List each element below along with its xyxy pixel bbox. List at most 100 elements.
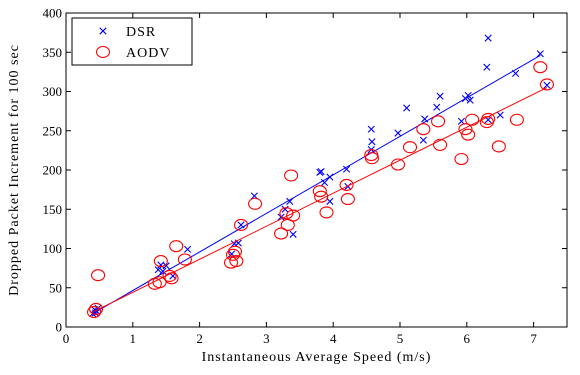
y-tick-label: 50 <box>49 280 62 295</box>
y-tick-label: 300 <box>43 84 63 99</box>
data-point <box>225 248 241 261</box>
x-stroke <box>281 205 289 213</box>
x-stroke <box>419 136 427 144</box>
y-tick-label: 200 <box>43 163 63 178</box>
data-point <box>433 138 448 151</box>
data-point <box>326 197 334 205</box>
x-stroke <box>511 69 520 78</box>
x-stroke <box>368 138 376 146</box>
x-axis-label: Instantaneous Average Speed (m/s) <box>202 350 432 365</box>
x-tick-label: 7 <box>530 331 537 346</box>
x-tick-label: 1 <box>130 331 137 346</box>
data-point <box>314 190 329 203</box>
x-stroke <box>326 197 334 205</box>
data-point <box>162 262 170 270</box>
data-point <box>511 69 520 78</box>
x-stroke <box>91 309 99 317</box>
x-stroke <box>483 63 491 71</box>
data-point <box>543 81 551 89</box>
x-stroke <box>457 117 466 125</box>
data-point <box>421 115 429 123</box>
legend: DSR AODV <box>71 17 193 66</box>
data-point <box>466 96 474 104</box>
data-point <box>394 129 402 137</box>
x-stroke <box>320 178 329 187</box>
data-point <box>281 205 289 213</box>
x-tick-label: 5 <box>397 331 404 346</box>
x-stroke <box>286 197 294 205</box>
x-stroke <box>183 245 192 253</box>
legend-x-glyph <box>99 27 107 35</box>
data-point <box>247 197 263 210</box>
x-stroke <box>403 104 411 112</box>
data-point <box>233 218 249 231</box>
data-point <box>286 197 294 205</box>
data-point <box>403 104 411 112</box>
data-point <box>284 169 299 182</box>
x-stroke <box>433 103 441 111</box>
data-point <box>533 61 548 74</box>
x-stroke <box>466 96 474 104</box>
data-point <box>89 302 104 315</box>
y-tick-label: 350 <box>43 45 63 60</box>
data-point <box>340 192 355 206</box>
data-point <box>339 178 354 191</box>
data-point <box>390 158 406 171</box>
data-point <box>481 112 496 126</box>
x-stroke <box>342 165 351 173</box>
series-aodv <box>87 61 555 319</box>
data-point <box>162 269 177 283</box>
x-stroke <box>543 81 551 89</box>
legend-dsr-label: DSR <box>126 25 156 40</box>
legend-aodv-circle-marker <box>95 45 111 59</box>
x-stroke <box>484 34 492 42</box>
data-point <box>319 206 334 219</box>
data-point <box>237 221 245 229</box>
x-stroke <box>99 27 107 35</box>
data-point <box>433 103 441 111</box>
y-tick-label: 0 <box>56 320 63 335</box>
data-point <box>183 245 192 253</box>
data-point <box>87 306 102 319</box>
x-stroke <box>536 50 544 58</box>
legend-box <box>71 17 193 66</box>
x-stroke <box>394 129 402 137</box>
data-point <box>286 209 301 222</box>
x-stroke <box>159 267 167 275</box>
data-point <box>274 227 289 240</box>
legend-dsr-x-marker <box>99 27 107 35</box>
legend-aodv-label: AODV <box>126 46 170 61</box>
x-tick-label: 6 <box>464 331 471 346</box>
data-point <box>153 255 168 268</box>
axis-ticks: 0 1 2 3 4 5 6 7 0 50 100 150 200 250 300 350 400 <box>43 6 567 346</box>
y-tick-label: 150 <box>43 202 63 217</box>
x-stroke <box>436 92 444 100</box>
data-point <box>509 113 524 126</box>
data-point <box>536 50 544 58</box>
legend-circle-glyph <box>95 45 111 59</box>
x-stroke <box>289 230 297 238</box>
data-point <box>464 91 472 100</box>
data-point <box>496 111 504 119</box>
data-point <box>539 78 555 91</box>
y-tick-label: 400 <box>43 6 63 21</box>
data-point <box>229 255 244 268</box>
data-point <box>416 123 431 136</box>
x-stroke <box>317 167 325 176</box>
data-point <box>312 185 327 198</box>
data-point <box>342 165 351 173</box>
data-point <box>461 128 476 141</box>
series-layer <box>87 34 555 319</box>
data-point <box>91 269 106 282</box>
x-stroke <box>326 173 334 181</box>
data-point <box>317 167 325 176</box>
data-point <box>364 152 379 165</box>
data-point <box>227 245 243 258</box>
data-point <box>177 253 192 266</box>
x-stroke <box>496 111 504 119</box>
data-point <box>159 267 167 275</box>
data-point <box>483 63 491 71</box>
x-stroke <box>464 91 472 100</box>
y-axis-label: Dropped Packet Increment for 100 sec <box>7 44 22 296</box>
